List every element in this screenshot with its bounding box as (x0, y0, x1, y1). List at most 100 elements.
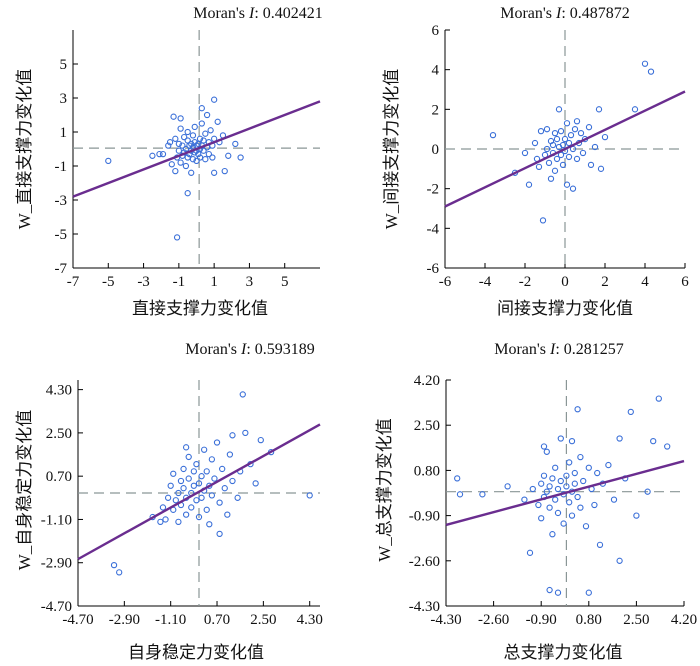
scatter-point (149, 152, 156, 159)
y-tick-label: -7 (55, 261, 68, 277)
scatter-point (182, 444, 190, 451)
panel-1-x-axis-label: 直接支撑力变化值 (132, 299, 268, 318)
scatter-point (239, 391, 246, 398)
scatter-point (110, 561, 118, 569)
scatter-point (193, 460, 200, 468)
x-tick-label: -2 (519, 274, 532, 290)
scatter-point (566, 499, 573, 506)
scatter-point (175, 518, 182, 526)
x-tick-label: 3 (246, 274, 254, 290)
x-tick-label: -4 (479, 274, 492, 290)
scatter-point (224, 511, 231, 518)
scatter-point (554, 509, 562, 517)
scatter-point (616, 557, 623, 564)
scatter-point (207, 127, 214, 134)
scatter-point (229, 432, 236, 439)
scatter-point (190, 482, 198, 489)
y-tick-label: 3 (60, 91, 68, 107)
y-tick-label: 2.50 (46, 426, 72, 442)
scatter-point (605, 461, 612, 469)
scatter-point (563, 472, 570, 479)
y-tick-label: 4.30 (46, 383, 72, 399)
scatter-point (546, 483, 553, 490)
scatter-point (200, 137, 207, 144)
scatter-point (595, 106, 603, 113)
y-tick-label: -2.90 (41, 556, 72, 572)
scatter-point (647, 68, 655, 75)
panel-2: Moran's I: 0.487872 -6 -4 -2 0 2 4 6 -6 -4 -2 0 2 4 6… (382, 5, 689, 318)
scatter-point (164, 494, 172, 501)
scatter-point (597, 165, 605, 172)
x-tick-label: 5 (281, 274, 289, 290)
scatter-point (172, 167, 179, 175)
scatter-point (177, 125, 184, 132)
scatter-point (225, 152, 232, 159)
scatter-point (650, 438, 657, 445)
scatter-point (551, 129, 559, 137)
scatter-point (577, 504, 584, 511)
scatter-point (175, 489, 182, 497)
scatter-point (587, 161, 595, 169)
scatter-point (203, 468, 210, 475)
scatter-point (596, 541, 604, 548)
scatter-point (567, 131, 575, 139)
x-tick-label: -0.90 (526, 612, 557, 628)
scatter-point (221, 167, 228, 175)
scatter-point (170, 113, 177, 120)
y-tick-label: -2 (427, 182, 440, 198)
scatter-point (226, 451, 234, 458)
panel-4-plot: -4.30 -2.60 -0.90 0.80 2.50 4.20 -4.30 -2.60 -0.… (409, 373, 697, 628)
panel-3-plot: -4.70 -2.90 -1.10 0.70 2.50 4.30 -4.70 -2.90 -1.… (41, 380, 323, 628)
scatter-point (193, 157, 200, 165)
scatter-point (175, 147, 183, 154)
panel-4: Moran's I: 0.281257 -4.30 -2.60 -0.90 0.80 2… (375, 341, 697, 662)
x-tick-label: 2 (601, 274, 609, 290)
scatter-point (156, 150, 163, 158)
scatter-point (538, 480, 545, 487)
scatter-point (242, 429, 249, 437)
scatter-point (190, 468, 198, 475)
scatter-point (177, 159, 184, 166)
scatter-point (219, 465, 226, 473)
x-tick-label: -7 (67, 274, 80, 290)
scatter-point (535, 501, 542, 509)
scatter-point (552, 496, 559, 503)
scatter-point (585, 589, 592, 596)
y-tick-label: 0 (432, 142, 440, 158)
panel-1-y-axis-label: W_直接支撑力变化值 (15, 69, 34, 230)
panel-1-plot: -7 -5 -3 -1 1 3 5 -7 -5 -3 -1 1 3 5 (55, 30, 321, 290)
scatter-point (543, 448, 550, 455)
scatter-point (216, 499, 223, 506)
scatter-point (157, 518, 164, 526)
y-tick-label: 5 (60, 57, 68, 73)
scatter-point (172, 497, 179, 504)
scatter-point (189, 156, 197, 163)
scatter-point (202, 130, 209, 137)
scatter-point (573, 155, 581, 163)
scatter-point (198, 120, 205, 127)
y-tick-label: -4.30 (409, 599, 440, 615)
scatter-point (177, 477, 185, 485)
panel-3: Moran's I: 0.593189 -4.70 -2.90 -1.10 0.70 2… (15, 341, 323, 662)
scatter-point (232, 140, 239, 148)
scatter-point (579, 149, 587, 157)
scatter-point (195, 480, 203, 487)
scatter-point (543, 145, 551, 153)
scatter-point (569, 185, 577, 192)
scatter-point (546, 504, 553, 511)
scatter-point (184, 154, 191, 161)
scatter-point (540, 472, 548, 479)
x-tick-label: 4.20 (671, 612, 697, 628)
scatter-point (170, 470, 177, 477)
scatter-point (159, 504, 167, 511)
scatter-point (182, 145, 190, 153)
y-tick-label: 6 (432, 23, 440, 39)
scatter-point (184, 190, 191, 197)
scatter-point (538, 515, 545, 522)
scatter-point (557, 127, 565, 135)
scatter-point (456, 491, 464, 498)
scatter-point (167, 482, 174, 489)
scatter-point (555, 106, 563, 113)
scatter-point (216, 530, 223, 538)
scatter-point (504, 483, 511, 490)
